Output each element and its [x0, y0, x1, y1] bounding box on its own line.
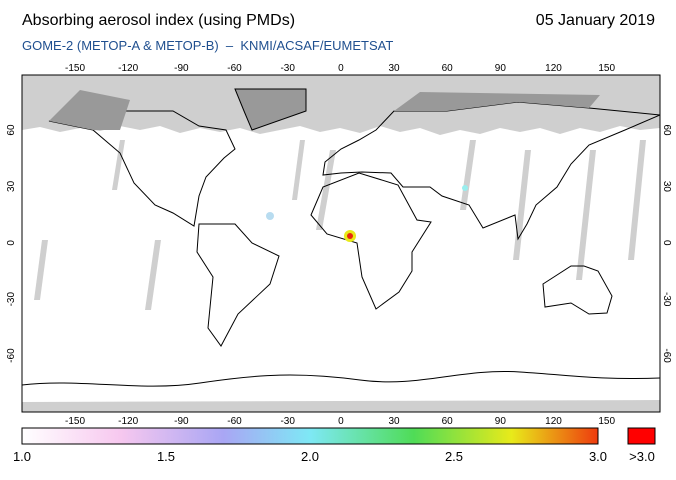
- map: [22, 75, 660, 412]
- colorbar-label: 2.0: [301, 449, 319, 464]
- latitude-label-right: 0: [661, 240, 672, 246]
- longitude-label-bottom: 90: [495, 416, 507, 427]
- longitude-label-top: -120: [118, 63, 138, 74]
- colorbar-label: 3.0: [589, 449, 607, 464]
- colorbar-label: 1.5: [157, 449, 175, 464]
- latitude-label-left: 60: [6, 124, 17, 136]
- latitude-label-right: 60: [661, 124, 672, 136]
- longitude-label-bottom: 30: [388, 416, 400, 427]
- latitude-label-left: 30: [6, 180, 17, 192]
- latitude-label-left: -30: [6, 292, 17, 307]
- latitude-label-right: -60: [661, 348, 672, 363]
- longitude-label-top: 0: [338, 63, 344, 74]
- date: 05 January 2019: [536, 12, 655, 29]
- longitude-label-top: 30: [388, 63, 400, 74]
- latitude-label-left: -60: [6, 348, 17, 363]
- subtitle: GOME-2 (METOP-A & METOP-B) – KNMI/ACSAF/…: [22, 38, 393, 53]
- longitude-label-bottom: 0: [338, 416, 344, 427]
- longitude-label-bottom: -90: [174, 416, 189, 427]
- longitude-label-bottom: -120: [118, 416, 138, 427]
- longitude-label-bottom: 60: [442, 416, 454, 427]
- longitude-label-top: -60: [227, 63, 242, 74]
- title: Absorbing aerosol index (using PMDs): [22, 12, 295, 29]
- longitude-label-top: 150: [598, 63, 615, 74]
- colorbar: [21, 427, 599, 445]
- longitude-label-bottom: -30: [280, 416, 295, 427]
- longitude-label-bottom: -60: [227, 416, 242, 427]
- longitude-label-top: 120: [545, 63, 562, 74]
- longitude-label-top: 60: [442, 63, 454, 74]
- latitude-label-right: -30: [661, 292, 672, 307]
- longitude-label-top: -150: [65, 63, 85, 74]
- longitude-label-top: -30: [280, 63, 295, 74]
- colorbar-overflow-label: >3.0: [629, 449, 655, 464]
- latitude-label-right: 30: [661, 181, 672, 193]
- longitude-label-top: 90: [495, 63, 507, 74]
- colorbar-label: 1.0: [13, 449, 31, 464]
- latitude-label-left: 0: [6, 240, 17, 246]
- colorbar-label: 2.5: [445, 449, 463, 464]
- map-frame: [21, 74, 661, 413]
- longitude-label-bottom: -150: [65, 416, 85, 427]
- longitude-label-top: -90: [174, 63, 189, 74]
- longitude-label-bottom: 120: [545, 416, 562, 427]
- colorbar-overflow: [627, 427, 656, 445]
- longitude-label-bottom: 150: [598, 416, 615, 427]
